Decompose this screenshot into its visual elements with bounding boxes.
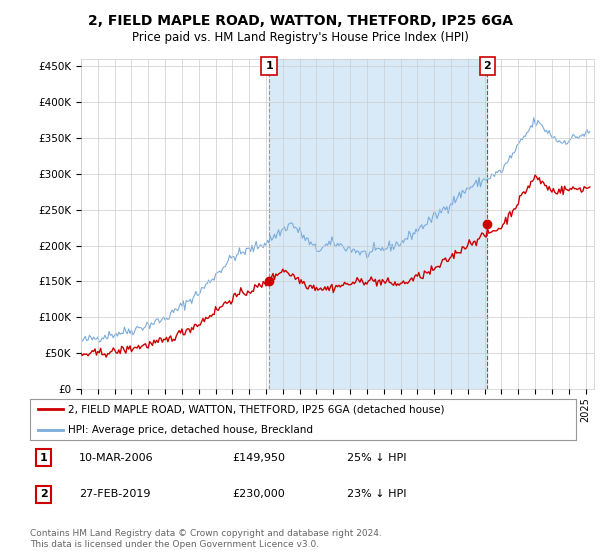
Text: Price paid vs. HM Land Registry's House Price Index (HPI): Price paid vs. HM Land Registry's House … [131,31,469,44]
Text: £149,950: £149,950 [232,453,285,463]
Text: 2, FIELD MAPLE ROAD, WATTON, THETFORD, IP25 6GA: 2, FIELD MAPLE ROAD, WATTON, THETFORD, I… [88,14,512,28]
Text: 27-FEB-2019: 27-FEB-2019 [79,489,151,499]
Text: 25% ↓ HPI: 25% ↓ HPI [347,453,406,463]
Text: 2: 2 [484,61,491,71]
Text: 10-MAR-2006: 10-MAR-2006 [79,453,154,463]
Text: 2: 2 [40,489,47,499]
Text: 1: 1 [265,61,273,71]
Text: 23% ↓ HPI: 23% ↓ HPI [347,489,406,499]
Text: HPI: Average price, detached house, Breckland: HPI: Average price, detached house, Brec… [68,424,313,435]
Text: £230,000: £230,000 [232,489,285,499]
Bar [269,59,487,389]
Text: 1: 1 [40,453,47,463]
Text: Contains HM Land Registry data © Crown copyright and database right 2024.
This d: Contains HM Land Registry data © Crown c… [30,529,382,549]
Text: 2, FIELD MAPLE ROAD, WATTON, THETFORD, IP25 6GA (detached house): 2, FIELD MAPLE ROAD, WATTON, THETFORD, I… [68,404,445,414]
